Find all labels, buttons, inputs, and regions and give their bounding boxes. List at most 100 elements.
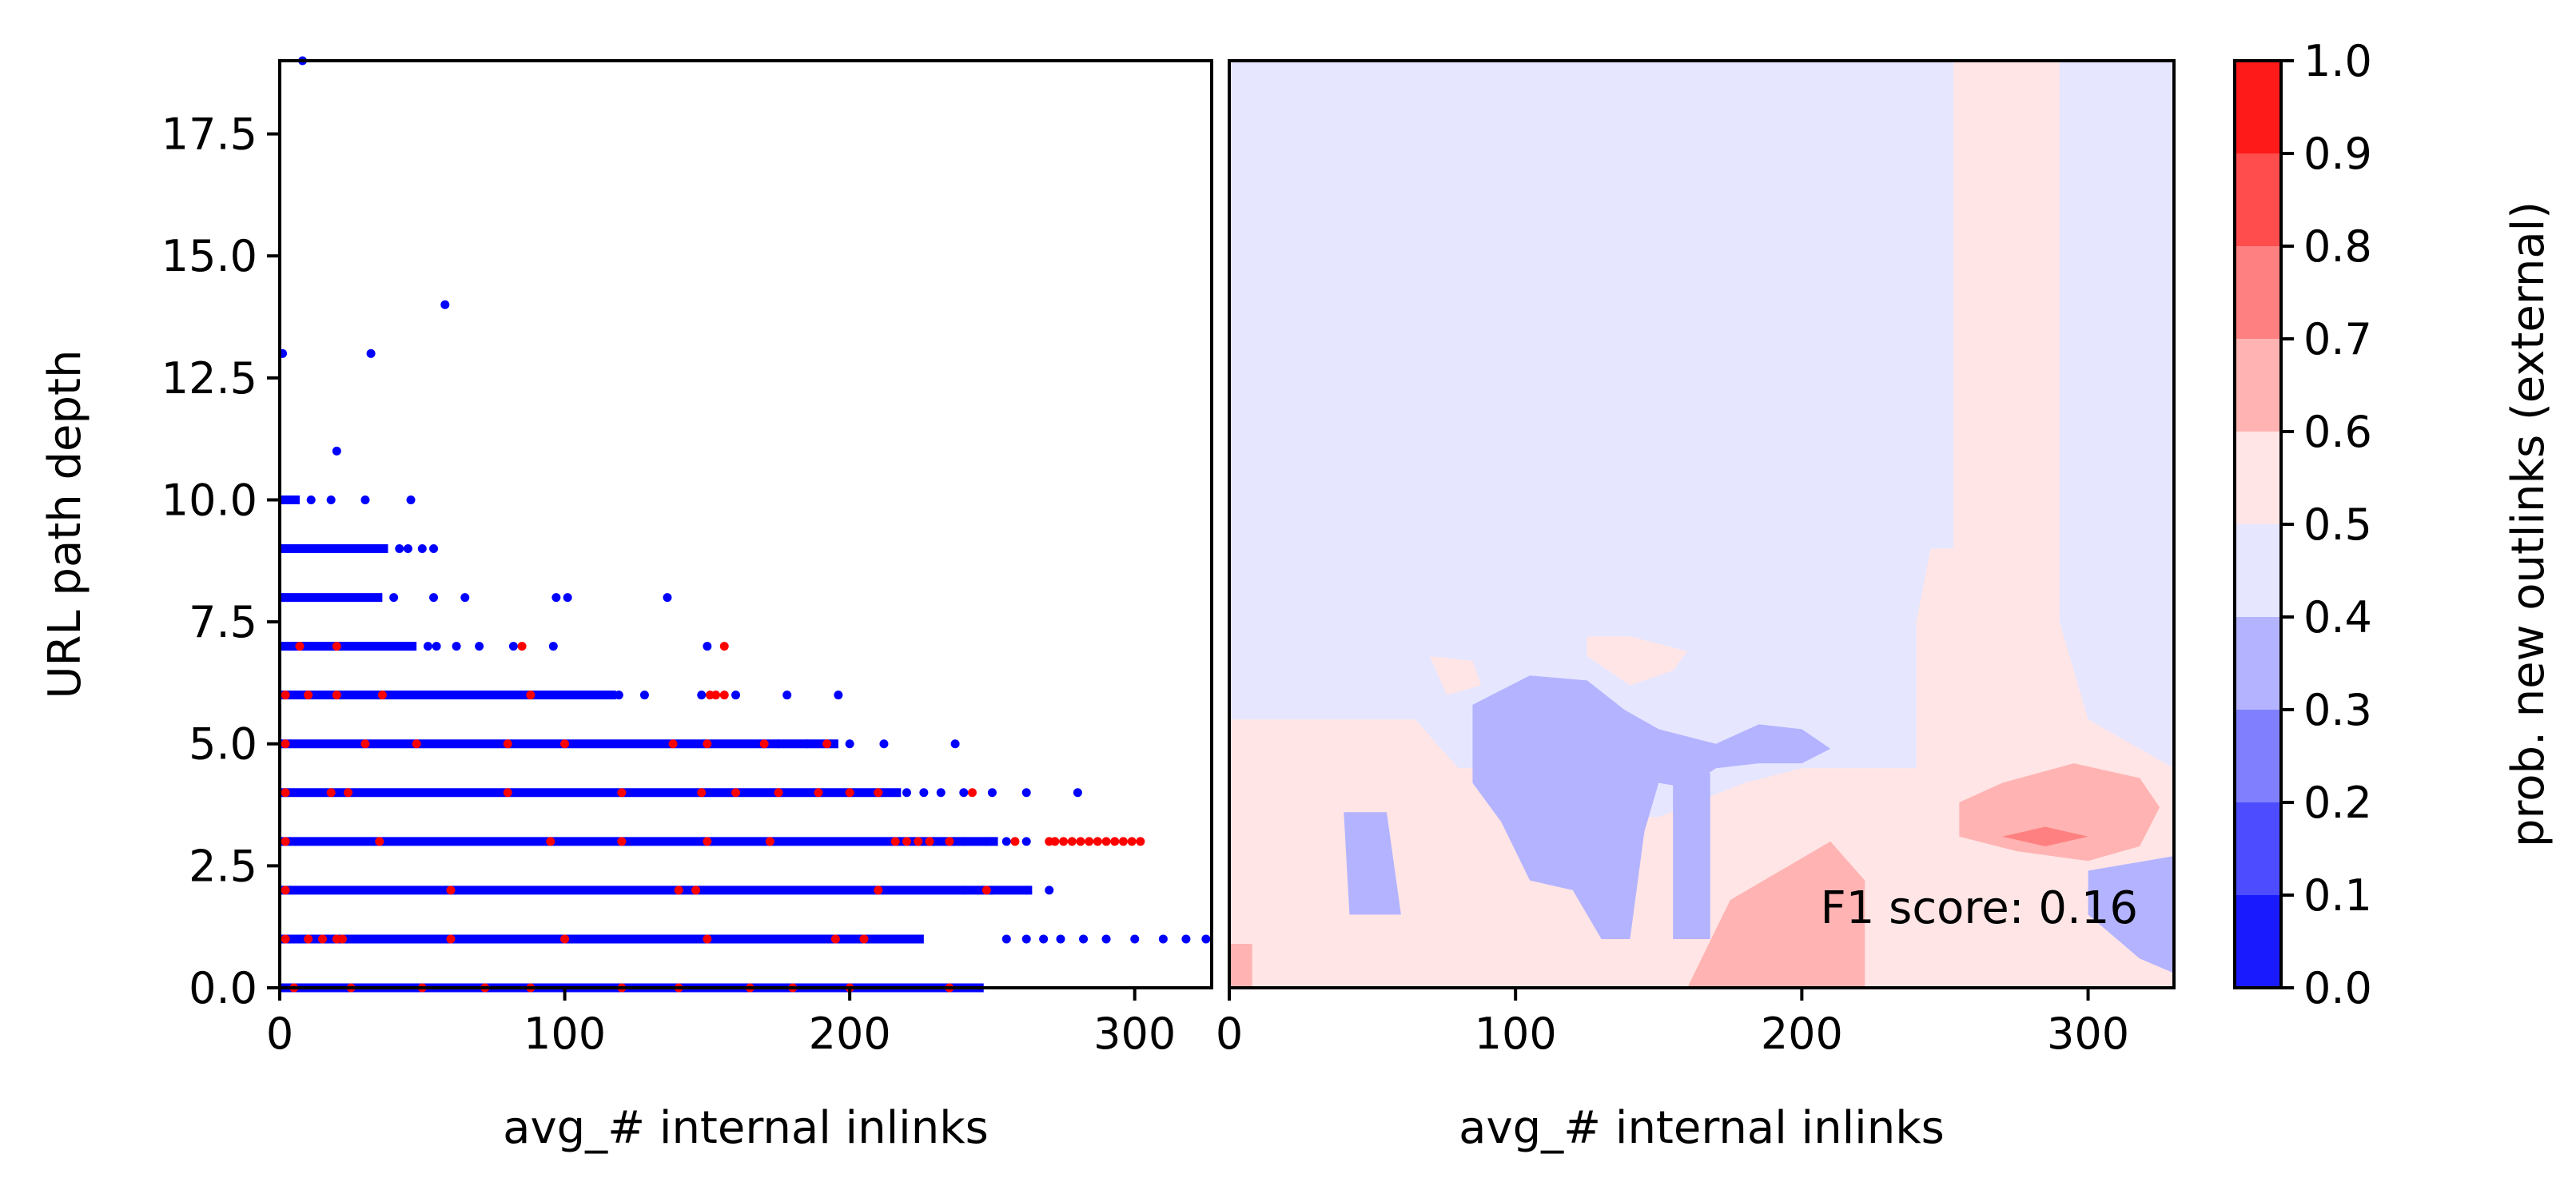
scatter-point: [1010, 837, 1020, 846]
scatter-point: [639, 691, 649, 700]
scatter-point: [845, 788, 854, 798]
scatter-frame: [278, 59, 1213, 989]
scatter-point: [1001, 934, 1011, 944]
colorbar-tick-label: 0.8: [2303, 221, 2372, 272]
heatmap-region: [1229, 944, 1252, 988]
x-tick-label: 100: [1475, 1009, 1557, 1059]
scatter-point: [281, 691, 290, 700]
scatter-point: [446, 886, 456, 895]
scatter-point: [332, 642, 341, 651]
scatter-point: [332, 446, 341, 456]
scatter-point: [326, 495, 336, 504]
x-tick-label: 300: [2047, 1009, 2129, 1059]
scatter-point: [1101, 934, 1111, 944]
scatter-point: [987, 788, 997, 798]
scatter-x-label: avg_# internal inlinks: [503, 1102, 989, 1154]
colorbar-label: prob. new outlinks (external): [2502, 201, 2554, 847]
scatter-point: [674, 886, 683, 895]
scatter-point: [1021, 934, 1031, 944]
colorbar-tick-label: 1.0: [2303, 36, 2372, 86]
scatter-point: [973, 886, 983, 895]
scatter-point: [295, 642, 305, 651]
scatter-point: [1039, 934, 1049, 944]
scatter-point: [834, 691, 843, 700]
scatter-point: [563, 593, 572, 603]
scatter-point: [306, 495, 316, 504]
scatter-point: [774, 788, 783, 798]
scatter-point: [1130, 934, 1140, 944]
scatter-point: [395, 544, 404, 554]
scatter-point: [879, 739, 889, 749]
scatter-point: [332, 691, 341, 700]
scatter-y-label: URL path depth: [39, 349, 91, 698]
scatter-point: [703, 642, 712, 651]
scatter-point: [1021, 788, 1031, 798]
scatter-point: [281, 788, 290, 798]
scatter-point: [1001, 837, 1011, 846]
scatter-point: [959, 837, 969, 846]
scatter-point: [423, 642, 432, 651]
scatter-point: [446, 934, 456, 944]
scatter-point: [981, 886, 991, 895]
y-tick-label: 0.0: [189, 963, 257, 1013]
scatter-point: [703, 837, 712, 846]
scatter-point: [344, 788, 353, 798]
scatter-point: [360, 739, 370, 749]
y-tick-label: 5.0: [189, 719, 257, 770]
colorbar-tick-label: 0.9: [2303, 129, 2372, 179]
scatter-point: [452, 642, 461, 651]
f1-score-annotation: F1 score: 0.16: [1821, 882, 2138, 934]
scatter-point: [526, 691, 536, 700]
colorbar-tick-label: 0.6: [2303, 407, 2372, 457]
scatter-point: [731, 788, 741, 798]
heatmap-region: [1687, 841, 1865, 988]
scatter-point: [460, 593, 470, 603]
scatter-point: [1021, 837, 1031, 846]
scatter-point: [711, 691, 721, 700]
scatter-point: [759, 739, 769, 749]
scatter-point: [959, 886, 969, 895]
scatter-point: [774, 739, 783, 749]
scatter-point: [403, 544, 412, 554]
scatter-point: [925, 837, 934, 846]
colorbar-tick-label: 0.5: [2303, 499, 2372, 550]
scatter-point: [429, 544, 439, 554]
heatmap-region: [1472, 675, 1831, 939]
scatter-point: [945, 837, 954, 846]
scatter-point: [1021, 886, 1031, 895]
scatter-point: [337, 934, 347, 944]
scatter-point: [412, 739, 421, 749]
scatter-point: [546, 837, 555, 846]
scatter-point: [663, 593, 672, 603]
scatter-point: [503, 788, 512, 798]
heatmap-region: [1673, 773, 1710, 939]
colorbar-band: [2235, 710, 2281, 802]
scatter-point: [1067, 837, 1077, 846]
colorbar: 0.0 0.1 0.2 0.3 0.4 0.5 0.6 0.7 0.8 0.9 1.0 prob. …: [2233, 36, 2554, 1013]
scatter-point: [304, 934, 313, 944]
scatter-point: [1050, 837, 1060, 846]
scatter-point: [765, 837, 774, 846]
scatter-point: [919, 788, 929, 798]
x-tick-label: 300: [1093, 1009, 1176, 1059]
colorbar-tick-label: 0.7: [2303, 314, 2372, 364]
scatter-point: [814, 788, 823, 798]
scatter-point: [304, 691, 313, 700]
scatter-y-ticks: 0.0 2.5 5.0 7.5 10.0 12.5 15.0 17.5: [161, 109, 280, 1013]
scatter-point: [874, 788, 883, 798]
scatter-point: [375, 837, 384, 846]
scatter-point: [959, 788, 969, 798]
colorbar-tick-label: 0.2: [2303, 778, 2372, 828]
scatter-point: [281, 739, 290, 749]
scatter-point: [719, 642, 729, 651]
heatmap-regions: [1229, 61, 2174, 988]
scatter-point: [1101, 837, 1111, 846]
heatmap-frame: [1228, 59, 2176, 989]
scatter-point: [281, 837, 290, 846]
colorbar-tick-label: 0.0: [2303, 963, 2372, 1013]
scatter-point: [389, 593, 399, 603]
scatter-point: [1079, 934, 1089, 944]
scatter-point: [281, 934, 290, 944]
scatter-point: [697, 691, 707, 700]
